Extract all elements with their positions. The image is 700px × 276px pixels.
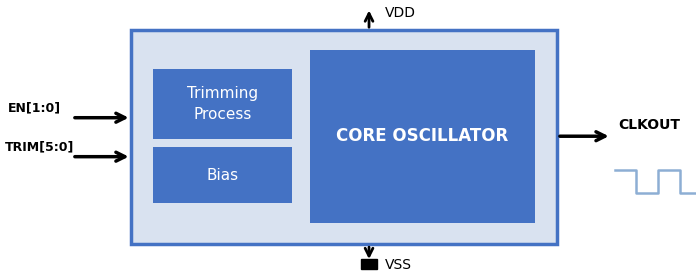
Text: Bias: Bias xyxy=(206,168,239,183)
Bar xyxy=(132,30,557,244)
Text: Trimming
Process: Trimming Process xyxy=(187,86,258,122)
Text: VSS: VSS xyxy=(385,258,412,272)
Text: TRIM[5:0]: TRIM[5:0] xyxy=(5,140,74,153)
Text: CLKOUT: CLKOUT xyxy=(619,118,680,132)
Bar xyxy=(309,49,536,223)
Text: VDD: VDD xyxy=(385,6,416,20)
Bar xyxy=(153,147,292,203)
Bar xyxy=(153,69,292,139)
Bar xyxy=(361,259,377,269)
Text: EN[1:0]: EN[1:0] xyxy=(8,102,61,115)
Text: CORE OSCILLATOR: CORE OSCILLATOR xyxy=(336,127,509,145)
